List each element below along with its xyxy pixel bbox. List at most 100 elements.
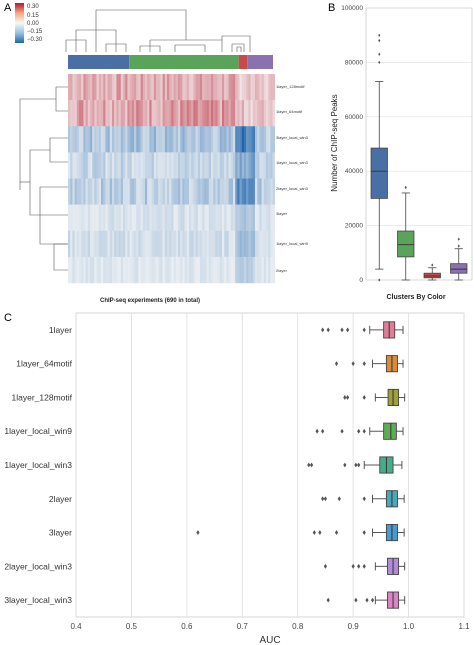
heatmap-cell-strip <box>268 100 271 127</box>
heatmap-cell-strip <box>138 178 141 205</box>
heatmap-cell-strip <box>213 126 216 153</box>
heatmap-cell-strip <box>224 74 227 101</box>
heatmap-cell-strip <box>178 74 181 101</box>
heatmap-cell-strip <box>250 256 253 284</box>
heatmap-cell-strip <box>204 178 207 205</box>
heatmap-cell-strip <box>96 204 99 231</box>
heatmap-cell-strip <box>272 126 275 153</box>
heatmap-cell-strip <box>107 100 110 127</box>
heatmap-cell-strip <box>125 204 128 231</box>
heatmap-cell-strip <box>147 256 150 284</box>
heatmap-cell-strip <box>171 256 174 284</box>
heatmap-cell-strip <box>127 204 130 231</box>
box-outlier <box>321 428 325 434</box>
heatmap-cell-strip <box>74 204 77 231</box>
heatmap-cell-strip <box>241 256 245 284</box>
heatmap-cell-strip <box>233 126 236 153</box>
heatmap-cell-strip <box>180 100 183 127</box>
heatmap-cell-strip <box>79 204 82 231</box>
heatmap-cell-strip <box>90 230 93 258</box>
heatmap-cell-strip <box>222 100 225 127</box>
heatmap-cell-strip <box>204 74 207 101</box>
heatmap-cell-strip <box>233 178 236 205</box>
heatmap-cell-strip <box>255 126 258 153</box>
heatmap-cell-strip <box>184 230 187 258</box>
heatmap-cell-strip <box>230 74 234 101</box>
heatmap-cell-strip <box>195 204 198 231</box>
heatmap-cell-strip <box>191 152 194 179</box>
heatmap-cell-strip <box>74 256 77 284</box>
heatmap-cell-strip <box>142 204 146 231</box>
heatmap-cell-strip <box>83 256 86 284</box>
heatmap-cell-strip <box>81 126 84 153</box>
heatmap-cell-strip <box>226 74 229 101</box>
heatmap-cell-strip <box>217 230 220 258</box>
heatmap-cell-strip <box>142 100 146 127</box>
heatmap-cell-strip <box>222 126 225 153</box>
heatmap-cell-strip <box>259 152 262 179</box>
heatmap-cell-strip <box>81 74 84 101</box>
heatmap-cell-strip <box>131 178 135 205</box>
heatmap-cell-strip <box>131 100 135 127</box>
heatmap-cell-strip <box>182 100 185 127</box>
heatmap-cell-strip <box>107 204 110 231</box>
heatmap-cell-strip <box>226 256 229 284</box>
heatmap-cell-strip <box>112 204 115 231</box>
heatmap-cell-strip <box>85 74 88 101</box>
box-outlier <box>404 185 407 190</box>
colorbar-tick: 0.15 <box>27 13 39 19</box>
heatmap-cell-strip <box>94 152 97 179</box>
heatmap-cell-strip <box>263 204 267 231</box>
heatmap-cell-strip <box>186 126 190 153</box>
heatmap-cell-strip <box>123 126 126 153</box>
heatmap-cell-strip <box>145 230 148 258</box>
heatmap-cell-strip <box>79 74 82 101</box>
heatmap-cell-strip <box>98 100 102 127</box>
panel-c-xtick-label: 0.8 <box>292 622 304 631</box>
heatmap-cell-strip <box>101 100 104 127</box>
panel-c-xtick-label: 0.4 <box>70 622 82 631</box>
heatmap-cell-strip <box>123 230 126 258</box>
heatmap-cell-strip <box>134 204 137 231</box>
heatmap-cell-strip <box>202 256 205 284</box>
heatmap-cell-strip <box>105 204 108 231</box>
heatmap-cell-strip <box>158 230 161 258</box>
heatmap-cell-strip <box>204 204 207 231</box>
heatmap-cell-strip <box>206 178 209 205</box>
heatmap-cell-strip <box>230 152 234 179</box>
box-body <box>383 422 397 440</box>
panel-b-ytick-label: 40000 <box>345 168 363 175</box>
heatmap-cell-strip <box>241 178 245 205</box>
heatmap-cell-strip <box>74 178 77 205</box>
heatmap-cell-strip <box>116 74 119 101</box>
heatmap-cell-strip <box>153 126 157 153</box>
heatmap-cell-strip <box>248 256 251 284</box>
heatmap-cell-strip <box>129 178 132 205</box>
heatmap-cell-strip <box>257 152 260 179</box>
heatmap-cell-strip <box>215 126 218 153</box>
heatmap-cell-strip <box>255 204 258 231</box>
heatmap-cell-strip <box>211 178 214 205</box>
heatmap-cell-strip <box>105 152 108 179</box>
heatmap-cell-strip <box>92 74 95 101</box>
heatmap-cell-strip <box>206 74 209 101</box>
heatmap-cell-strip <box>142 256 146 284</box>
heatmap-cell-strip <box>235 74 238 101</box>
heatmap-cell-strip <box>123 152 126 179</box>
heatmap-cell-strip <box>107 126 110 153</box>
heatmap-cell-strip <box>101 256 104 284</box>
heatmap-cell-strip <box>235 178 238 205</box>
heatmap-cell-strip <box>160 204 163 231</box>
box-outlier <box>378 60 381 64</box>
heatmap-cell-strip <box>138 256 141 284</box>
heatmap-cell-strip <box>171 230 174 258</box>
heatmap-cell-strip <box>79 230 82 258</box>
box-outlier <box>362 395 366 400</box>
heatmap-cell-strip <box>197 74 201 101</box>
heatmap-cell-strip <box>94 74 97 101</box>
heatmap-cell-strip <box>127 74 130 101</box>
heatmap-cell-strip <box>200 178 203 205</box>
heatmap-cell-strip <box>175 178 179 205</box>
heatmap-cell-strip <box>263 256 267 284</box>
heatmap-cell-strip <box>72 100 75 127</box>
